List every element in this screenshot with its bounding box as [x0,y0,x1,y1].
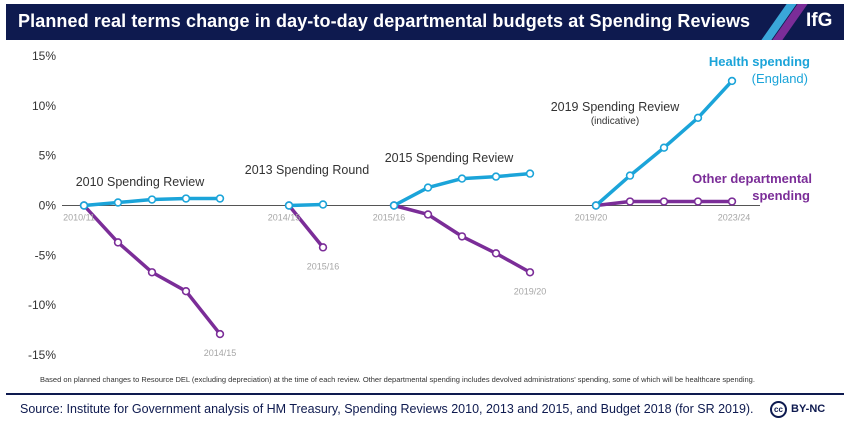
health-point [491,172,501,181]
y-tick-label: -10% [28,298,56,312]
other-series-sublabel: spending [752,188,810,203]
cc-icon: cc [770,401,787,418]
review-title: 2015 Spending Review [385,151,515,165]
period-end-label: 2019/20 [514,286,547,296]
other-point [215,329,225,339]
other-point [525,268,535,277]
health-point [215,194,225,203]
divider [6,393,844,395]
source-note: Source: Institute for Government analysi… [20,402,754,416]
y-tick-label: -15% [28,348,56,362]
health-point [591,201,601,210]
period-end-label: 2015/16 [307,261,340,271]
health-point [181,194,191,203]
period-start-label: 2015/16 [373,213,406,223]
health-point [625,171,635,180]
period-start-label: 2010/11 [63,213,95,223]
health-series-label: Health spending [709,54,810,69]
health-point [727,76,737,86]
other-point [727,197,737,206]
other-series-label: Other departmental [692,171,812,186]
other-point [318,243,328,252]
period-end-label: 2023/24 [718,213,751,223]
review-title: 2013 Spending Round [245,163,369,177]
ifg-logo: IfG [806,10,833,31]
license-label: BY-NC [791,403,826,415]
review-title: 2019 Spending Review [551,100,681,114]
other-point [457,232,467,241]
period-start-label: 2014/15 [268,213,301,223]
review-subtitle: (indicative) [591,116,639,127]
health-point [113,198,123,207]
other-point [693,197,703,206]
y-tick-label: 5% [39,149,57,163]
health-point [284,201,294,210]
other-point [423,210,433,219]
period-end-label: 2014/15 [204,348,237,358]
health-point [423,183,433,192]
license-badge[interactable]: cc BY-NC [770,400,846,420]
y-tick-label: -5% [35,248,57,262]
health-point [525,169,535,178]
health-point [659,143,669,152]
footnote: Based on planned changes to Resource DEL… [40,375,755,384]
other-series-line [287,203,325,250]
health-point [693,113,703,122]
health-point [79,201,89,210]
y-tick-label: 10% [32,99,56,113]
health-point [318,200,328,209]
health-point [389,201,399,210]
other-point [659,197,669,206]
other-point [113,238,123,247]
other-point [181,287,191,296]
health-point [147,195,157,204]
other-point [147,268,157,277]
health-point [457,174,467,183]
health-series-line [287,202,325,208]
other-point [491,249,501,258]
review-title: 2010 Spending Review [76,175,206,189]
y-tick-label: 0% [39,199,57,213]
health-series-sublabel: (England) [752,71,808,86]
header-bar: Planned real terms change in day-to-day … [6,4,844,40]
period-start-label: 2019/20 [575,213,608,223]
other-point [625,197,635,206]
chart-title: Planned real terms change in day-to-day … [18,11,751,31]
y-tick-label: 15% [32,49,56,63]
